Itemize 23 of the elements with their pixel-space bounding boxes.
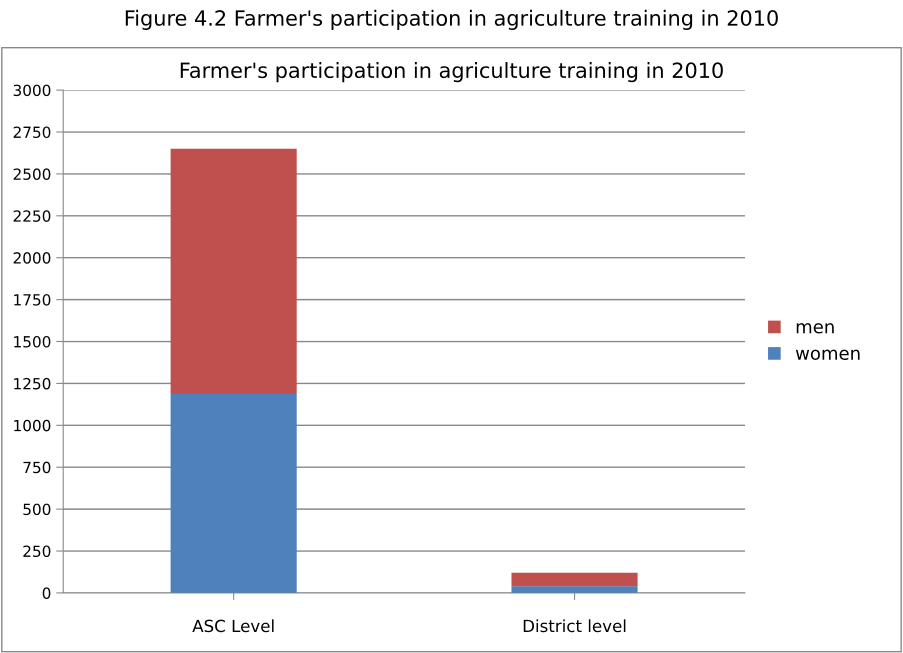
caption: Figure 4.2 Farmer's participation in agriculture training in 2010: [126, 10, 778, 30]
bar: [170, 393, 297, 593]
bar: [511, 572, 638, 586]
y-tick-label: 1250: [14, 378, 50, 390]
y-tick-label: 750: [23, 462, 50, 474]
y-tick-label: 2250: [14, 210, 50, 222]
y-tick-label: 250: [23, 545, 50, 558]
y-tick-label: 1750: [14, 294, 50, 306]
bar: [511, 586, 638, 593]
y-tick-label: 1000: [14, 420, 50, 432]
y-tick-label: 2500: [14, 168, 50, 180]
x-tick-label: District level: [524, 619, 626, 632]
y-tick-label: 2000: [14, 252, 50, 264]
y-tick-label: 500: [23, 504, 50, 516]
y-tick-label: 2750: [14, 126, 50, 138]
y-tick-label: 0: [42, 587, 50, 599]
x-tick-label: ASC Level: [192, 619, 274, 632]
legend-label: men: [796, 323, 834, 334]
y-tick-label: 1500: [14, 336, 50, 348]
legend-label: women: [796, 350, 860, 360]
chart-title: Farmer's participation in agriculture training in 2010: [180, 62, 723, 82]
bar: [170, 148, 297, 394]
y-tick-label: 3000: [14, 84, 50, 96]
